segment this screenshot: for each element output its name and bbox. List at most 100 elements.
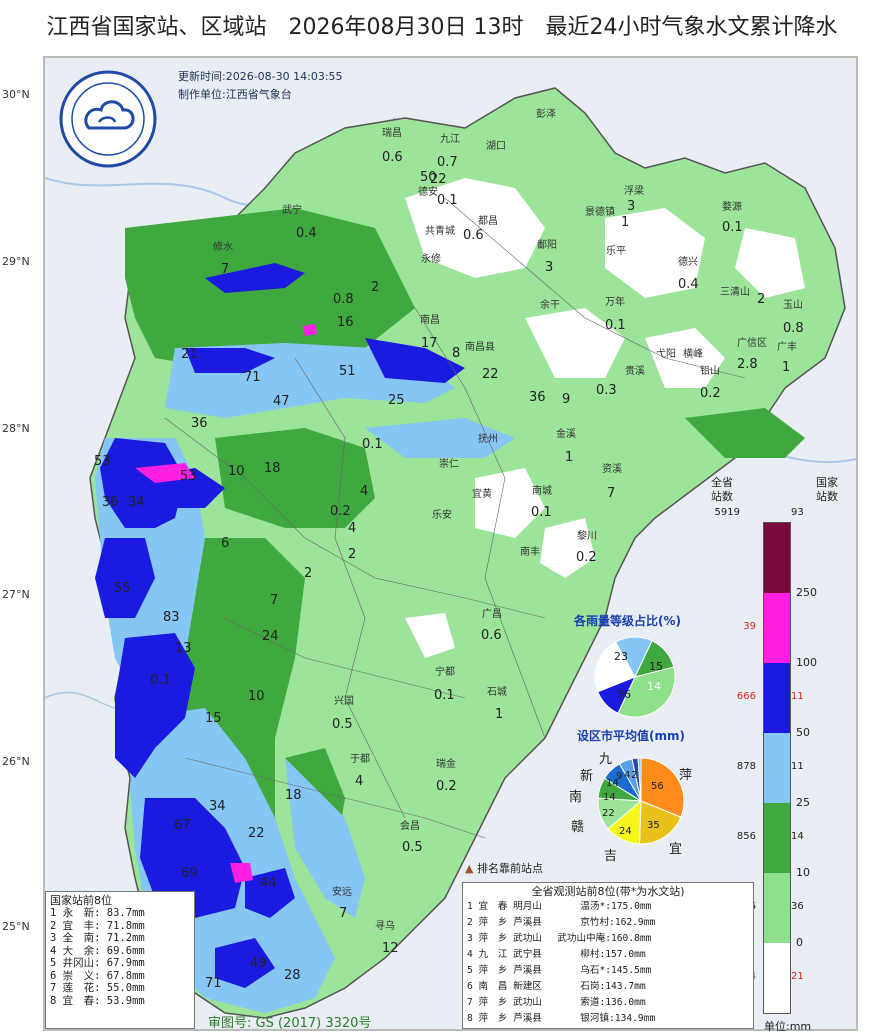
station-value-jishui2: 2 — [304, 566, 313, 581]
grade-pie-label-1: 15 — [649, 660, 663, 673]
station-name-wuyuan: 婺源 — [722, 202, 742, 213]
map-approval-number: 审图号: GS (2017) 3320号 — [208, 1016, 372, 1031]
station-name-wuning: 武宁 — [282, 205, 302, 216]
legend-province-count-2: 666 — [736, 691, 756, 702]
cityPie-slice — [638, 800, 682, 845]
station-name-nancheng: 南城 — [532, 486, 552, 497]
station-name-chongren: 崇仁 — [439, 459, 459, 470]
lat-label-26: 26°N — [2, 755, 30, 768]
station-value-lushanshi: 22 — [430, 172, 447, 187]
legend-head-national: 国家 站数 — [816, 476, 838, 503]
city-pie — [597, 757, 685, 845]
city-pie-val-2: 24 — [619, 826, 632, 837]
station-value-xiajiang: 0.2 — [330, 504, 351, 519]
legend-head-province: 全省 站数 — [711, 476, 733, 503]
province-top8-row: 7 萍 乡 武功山 索道:136.0mm — [467, 997, 646, 1008]
jiangxi-meteorology-logo — [59, 70, 157, 168]
station-value-wannian: 0.1 — [605, 318, 626, 333]
station-value-jinxian: 22 — [482, 367, 499, 382]
station-value-yongfeng: 4 — [348, 521, 357, 536]
station-value-shanggao: 47 — [273, 394, 290, 409]
station-value-yifeng: 71 — [244, 370, 261, 385]
station-value-yudu: 4 — [355, 774, 364, 789]
station-value-anfu: 6 — [221, 536, 230, 551]
station-value-quannan: 71 — [205, 976, 222, 991]
station-value-ruijin: 0.2 — [436, 779, 457, 794]
legend-national-count-1: 11 — [791, 691, 804, 702]
station-value-qianshan: 0.2 — [700, 386, 721, 401]
station-name-yiyang: 弋阳 — [656, 349, 676, 360]
city-pie-val-1: 35 — [647, 820, 660, 831]
station-value-dayu: 69 — [181, 866, 198, 881]
producer: 制作单位:江西省气象台 — [178, 88, 292, 101]
station-value-guangchang: 0.6 — [481, 628, 502, 643]
station-value-dongxiang: 36 — [529, 390, 546, 405]
marker-legend-text: 排名靠前站点 — [476, 862, 543, 875]
station-name-hengfeng: 横峰 — [683, 349, 703, 360]
station-name-poyang: 鄱阳 — [537, 240, 557, 251]
gradePie-slice — [597, 676, 636, 714]
station-value-nanchangxian: 8 — [452, 346, 461, 361]
city-pie-val-6: 9 — [616, 771, 623, 782]
legend-province-count-3: 878 — [736, 761, 756, 772]
province-top8-row: 1 宜 春 明月山 温汤*:175.0mm — [467, 901, 652, 912]
station-value-gaoan: 51 — [339, 364, 356, 379]
station-value-tonggu: 21 — [181, 347, 198, 362]
station-value-yongxin: 55 — [114, 581, 131, 596]
station-name-qianshan: 铅山 — [700, 366, 720, 377]
legend-swatch-0 — [764, 943, 790, 1013]
station-value-jiujiang: 0.7 — [437, 155, 458, 170]
city-pie-name-yi: 宜 — [669, 842, 683, 857]
station-value-poyang: 3 — [545, 260, 554, 275]
gradePie-slice — [594, 641, 636, 693]
station-name-anyuan: 安远 — [332, 887, 352, 898]
station-value-xiushui: 7 — [221, 262, 230, 277]
province-top8-row: 6 南 昌 新建区 石岗:143.7mm — [467, 981, 646, 992]
station-value-lichuan: 0.2 — [576, 550, 597, 565]
station-name-yugan: 余干 — [540, 300, 560, 311]
station-value-lianhua: 36 — [102, 495, 119, 510]
station-name-huichang: 会昌 — [400, 821, 420, 832]
city-pie-val-5: 14 — [606, 778, 619, 789]
station-value-jingan: 0.8 — [333, 292, 354, 307]
station-value-zixi: 7 — [607, 486, 616, 501]
station-value-wuning: 0.4 — [296, 226, 317, 241]
station-value-xinjian: 16 — [337, 315, 354, 330]
city-pie-name-xin: 新 — [580, 769, 594, 784]
legend-swatch-0-10 — [764, 873, 790, 943]
station-name-nanfeng: 南丰 — [520, 547, 540, 558]
station-value-fuliang: 3 — [627, 199, 636, 214]
legend-swatch-10-25 — [764, 803, 790, 873]
grade-pie — [594, 636, 676, 718]
station-name-fuliang: 浮梁 — [624, 186, 644, 197]
station-value-suichuan: 15 — [205, 711, 222, 726]
station-value-jingdezhen: 1 — [621, 215, 630, 230]
city-pie-val-8: 2 — [631, 770, 638, 781]
station-name-xiushui: 修水 — [213, 242, 233, 253]
legend-national-count-4: 36 — [791, 901, 804, 912]
cityPie-slice — [637, 757, 642, 802]
cityPie-slice — [640, 757, 685, 818]
station-name-dexing: 德兴 — [678, 257, 698, 268]
station-name-sanqingshan: 三清山 — [720, 287, 750, 298]
station-value-dingnan: 28 — [284, 968, 301, 983]
station-name-pengze: 彭泽 — [536, 109, 556, 120]
station-value-anyi: 2 — [371, 280, 380, 295]
city-pie-name-ping: 萍 — [679, 768, 693, 783]
station-name-xunwu: 寻乌 — [375, 921, 395, 932]
national-top8-row: 4 大 余: 69.6mm — [50, 944, 145, 957]
station-value-wanan: 10 — [248, 689, 265, 704]
legend-swatch-50-100 — [764, 663, 790, 733]
triangle-marker-icon: ▲ — [465, 862, 474, 875]
station-name-jingdezhen: 景德镇 — [585, 207, 615, 218]
marker-legend: ▲ 排名靠前站点 — [465, 860, 543, 876]
station-value-yichun: 53 — [180, 469, 197, 484]
station-name-zixi: 资溪 — [602, 464, 622, 475]
station-name-guangfeng: 广丰 — [777, 342, 797, 353]
station-name-nanchang: 南昌 — [420, 315, 440, 326]
legend-national-total: 93 — [791, 507, 804, 518]
station-value-xinyu: 18 — [264, 461, 281, 476]
legend-national-count-5: 21 — [791, 971, 804, 982]
city-pie-val-7: 4 — [624, 770, 631, 781]
national-top8-row: 6 崇 义: 67.8mm — [50, 969, 145, 982]
